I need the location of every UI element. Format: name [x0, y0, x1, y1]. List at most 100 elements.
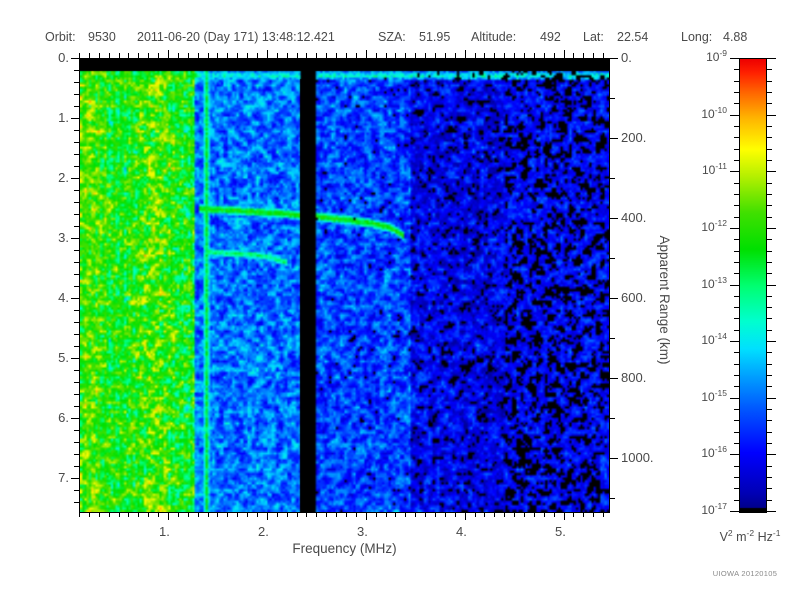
x-minor-tick: [237, 512, 238, 517]
colorbar-minor-tick: [767, 149, 772, 150]
x-minor-tick: [386, 512, 387, 517]
colorbar-major-tick: [730, 228, 739, 229]
x-tick-label-2: 3.: [357, 524, 368, 539]
colorbar-minor-tick: [734, 69, 739, 70]
colorbar-minor-tick: [734, 375, 739, 376]
colorbar-tick-label-1: 10-10: [701, 105, 727, 121]
colorbar-major-tick: [730, 115, 739, 116]
colorbar-major-tick: [730, 341, 739, 342]
x-minor-tick-top: [336, 53, 337, 58]
y2-major-tick: [610, 378, 618, 379]
y-minor-tick: [74, 130, 79, 131]
x-minor-tick-top: [475, 53, 476, 58]
colorbar-major-tick: [730, 511, 739, 512]
y-major-tick: [71, 358, 79, 359]
colorbar-minor-tick: [734, 273, 739, 274]
y-minor-tick: [74, 214, 79, 215]
colorbar-minor-tick: [767, 69, 772, 70]
x-minor-tick-top: [277, 53, 278, 58]
y2-minor-tick: [610, 418, 615, 419]
x-minor-tick: [593, 512, 594, 517]
header-value-3: 492: [540, 30, 561, 44]
colorbar-major-tick: [767, 398, 776, 399]
x-minor-tick-top: [405, 53, 406, 58]
y2-tick-label-3: 600.: [621, 290, 647, 305]
x-minor-tick-top: [148, 53, 149, 58]
x-minor-tick: [148, 512, 149, 517]
colorbar-tick-label-6: 10-15: [701, 388, 727, 404]
x-minor-tick-top: [79, 53, 80, 58]
y-minor-tick: [74, 94, 79, 95]
x-minor-tick-top: [217, 53, 218, 58]
x-minor-tick: [346, 512, 347, 517]
x-minor-tick: [573, 512, 574, 517]
y-tick-label-4: 4.: [58, 290, 69, 305]
x-minor-tick: [445, 512, 446, 517]
x-minor-tick: [178, 512, 179, 517]
y2-minor-tick: [610, 498, 615, 499]
colorbar-minor-tick: [734, 137, 739, 138]
colorbar-minor-tick: [767, 466, 772, 467]
colorbar-gradient: [740, 59, 766, 512]
x-minor-tick: [356, 512, 357, 517]
x-tick-label-4: 5.: [555, 524, 566, 539]
colorbar-minor-tick: [734, 352, 739, 353]
colorbar-tick-label-8: 10-17: [701, 501, 727, 517]
x-minor-tick-top: [544, 53, 545, 58]
colorbar-minor-tick: [734, 488, 739, 489]
x-minor-tick: [554, 512, 555, 517]
x-minor-tick: [119, 512, 120, 517]
colorbar-minor-tick: [734, 149, 739, 150]
x-minor-tick: [415, 512, 416, 517]
colorbar-major-tick: [730, 285, 739, 286]
x-minor-tick-top: [208, 53, 209, 58]
header-label-5: Long:: [681, 30, 713, 44]
colorbar-minor-tick: [734, 296, 739, 297]
y-minor-tick: [74, 310, 79, 311]
header-value-5: 4.88: [723, 30, 748, 44]
x-minor-tick-top: [524, 53, 525, 58]
colorbar-minor-tick: [767, 81, 772, 82]
x-minor-tick: [306, 512, 307, 517]
colorbar-minor-tick: [734, 432, 739, 433]
y2-major-tick: [610, 298, 618, 299]
colorbar-major-tick: [730, 398, 739, 399]
colorbar-minor-tick: [734, 307, 739, 308]
colorbar-minor-tick: [734, 126, 739, 127]
y-minor-tick: [74, 82, 79, 83]
x-minor-tick: [89, 512, 90, 517]
x-minor-tick-top: [583, 53, 584, 58]
x-major-tick-top: [168, 50, 169, 58]
y-minor-tick: [74, 250, 79, 251]
colorbar-minor-tick: [767, 352, 772, 353]
y2-tick-label-2: 400.: [621, 210, 647, 225]
colorbar-minor-tick: [767, 103, 772, 104]
x-minor-tick-top: [158, 53, 159, 58]
colorbar-minor-tick: [734, 318, 739, 319]
x-major-tick: [564, 512, 565, 520]
y2-major-tick: [610, 58, 618, 59]
colorbar-minor-tick: [734, 92, 739, 93]
header-label-3: Altitude:: [471, 30, 517, 44]
colorbar-minor-tick: [734, 160, 739, 161]
x-minor-tick-top: [415, 53, 416, 58]
colorbar-minor-tick: [734, 194, 739, 195]
y-minor-tick: [74, 154, 79, 155]
colorbar-minor-tick: [767, 239, 772, 240]
colorbar-minor-tick: [767, 420, 772, 421]
colorbar-minor-tick: [767, 500, 772, 501]
y-minor-tick: [74, 70, 79, 71]
y-tick-label-1: 1.: [58, 110, 69, 125]
colorbar-minor-tick: [767, 330, 772, 331]
colorbar-minor-tick: [734, 443, 739, 444]
colorbar-minor-tick: [734, 239, 739, 240]
x-minor-tick-top: [514, 53, 515, 58]
x-minor-tick-top: [227, 53, 228, 58]
colorbar-minor-tick: [734, 217, 739, 218]
x-minor-tick: [188, 512, 189, 517]
colorbar-minor-tick: [734, 466, 739, 467]
x-major-tick-top: [267, 50, 268, 58]
y2-major-tick: [610, 138, 618, 139]
colorbar-minor-tick: [767, 194, 772, 195]
colorbar-tick-label-4: 10-13: [701, 275, 727, 291]
